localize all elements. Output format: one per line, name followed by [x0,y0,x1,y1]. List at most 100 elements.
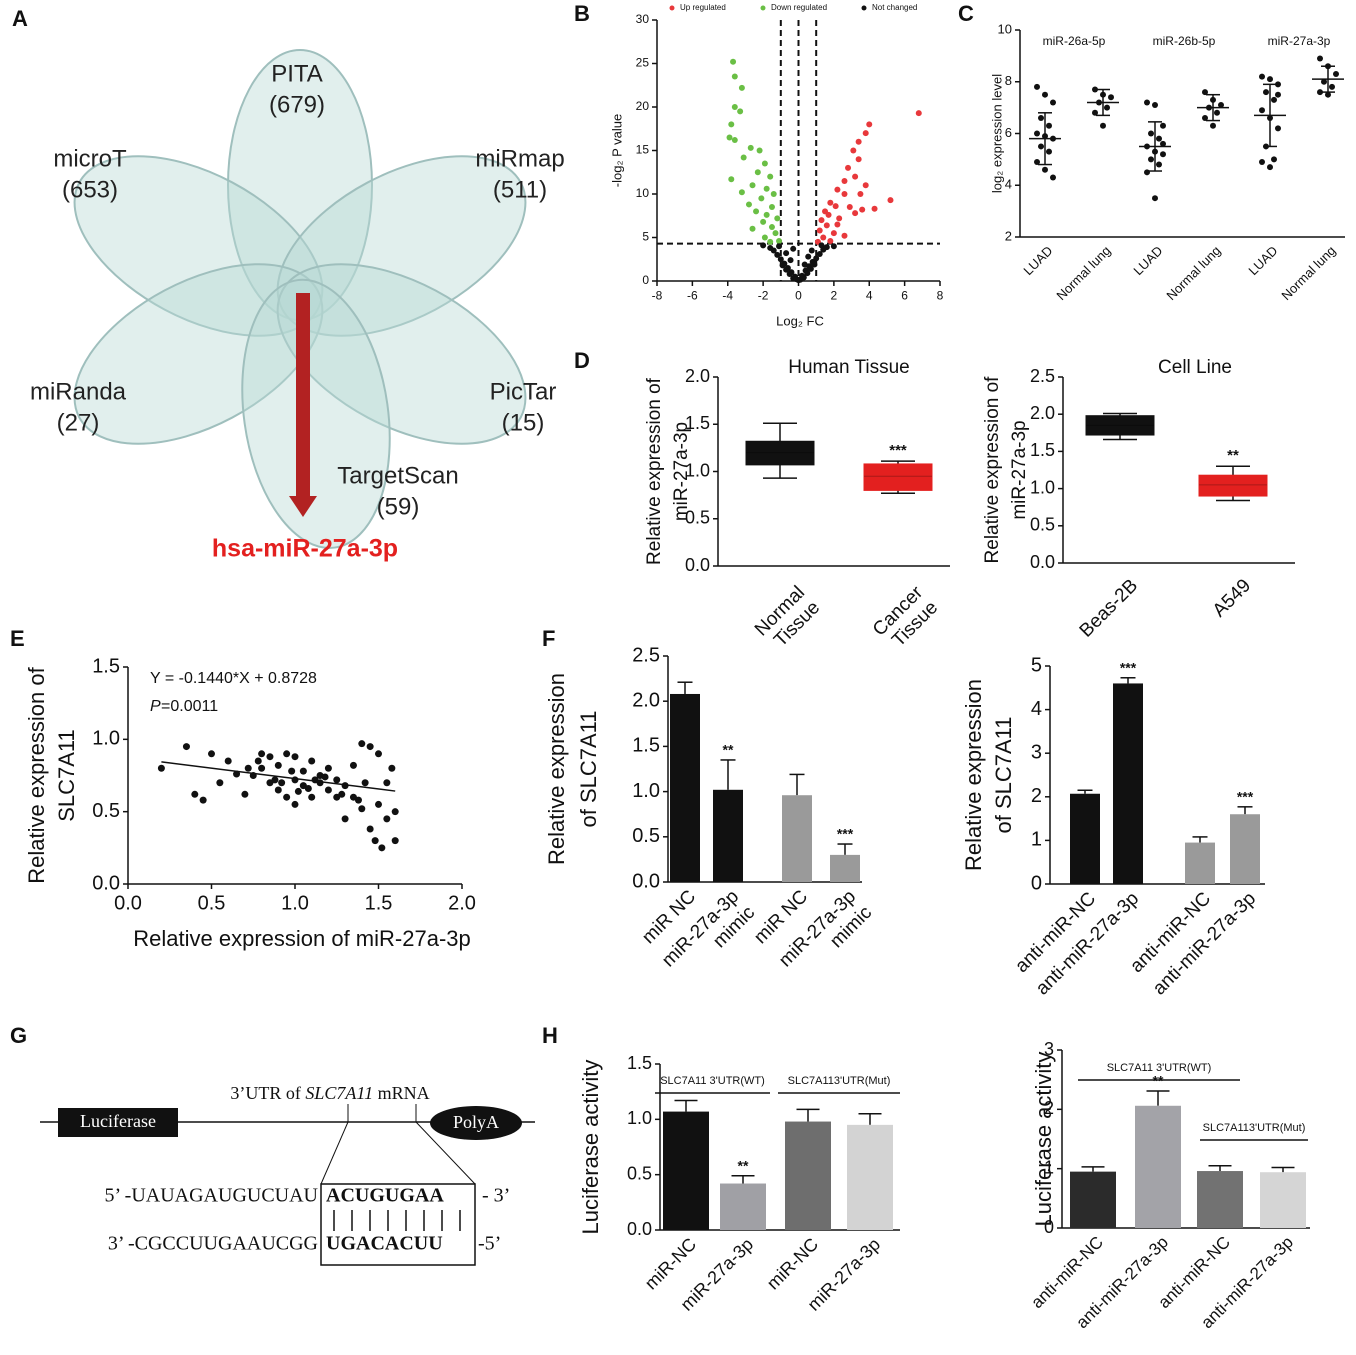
petal [241,278,391,549]
bar [1135,1105,1181,1228]
point [832,203,839,210]
luciferase-label: Luciferase [80,1111,156,1131]
y-axis-label: miR-27a-3p [1009,420,1030,519]
utr-suffix: mRNA [373,1083,430,1103]
y-tick-label: 1.0 [685,460,710,480]
point [311,776,319,784]
point [1325,91,1331,98]
set-name: TargetScan [337,462,458,489]
box [863,463,933,491]
point [1271,156,1277,163]
y-tick-label: 1.0 [1030,477,1055,497]
point [786,271,793,278]
point [1218,102,1224,109]
y-axis-label: -log₂ P value [609,114,624,187]
point [324,786,332,794]
base-pairs [333,1210,461,1231]
point [1275,91,1281,98]
point [813,255,820,262]
point [294,787,302,795]
seq-top-right: - 3’ [482,1185,510,1207]
seq-top-site: ACUGUGAA [326,1185,444,1207]
point [846,204,853,211]
point [823,244,830,251]
point [299,767,307,775]
point [857,191,864,197]
legend-marker [861,5,867,11]
point [726,134,733,141]
y-axis-label: Relative expression [961,679,986,871]
point [1317,89,1323,96]
point [1152,195,1158,202]
point [749,225,756,232]
venn-result: hsa-miR-27a-3p [212,535,398,563]
p-value: =0.0011 [161,698,218,715]
point [1046,122,1052,129]
y-axis-label: miR-27a-3p [671,422,692,521]
point [862,182,869,189]
point [830,243,837,250]
utr-prefix: 3’UTR of [230,1083,305,1103]
y-tick-label: 5 [1031,654,1042,676]
bar [782,795,812,882]
point [827,199,834,206]
y-axis-label: Luciferase activity [1031,1052,1056,1227]
bar [1070,793,1100,884]
y-tick-label: 5 [642,230,649,244]
y-tick-label: 1.5 [685,413,710,433]
point [383,815,391,823]
point [291,800,299,808]
seq-bottom-site: UGACACUU [326,1233,443,1255]
y-tick-label: 2 [1031,785,1042,807]
point [1108,94,1114,101]
y-tick-label: 0.5 [92,800,120,822]
point [366,825,374,833]
point [834,221,841,228]
point [233,770,241,778]
panel-label: F [542,626,555,651]
point [753,208,760,215]
point [855,138,862,145]
point [852,173,859,180]
point [768,224,775,231]
y-tick-label: 0 [1031,872,1042,894]
point [266,753,274,761]
point [797,276,804,283]
point [1034,83,1040,90]
y-tick-label: 1.5 [1030,440,1055,460]
petal [276,263,527,445]
point [774,251,781,258]
significance: ** [738,1157,749,1173]
y-tick-label: 0.0 [1030,552,1055,572]
point [862,130,869,137]
x-tick-label: -6 [687,288,698,302]
point [1275,81,1281,88]
point [208,750,215,758]
point [308,793,316,801]
point [324,764,332,772]
point [758,195,765,202]
group-label: miR-27a-3p [1268,34,1331,48]
y-tick-label: 0.5 [627,1163,652,1183]
point [827,237,834,244]
x-tick-label: 0.0 [114,892,142,914]
y-tick-label: 0.0 [627,1219,652,1239]
point [349,761,357,769]
y-axis-label: of SLC7A11 [576,710,601,827]
x-tick-label: 1.5 [365,892,393,914]
point [820,234,827,241]
box [745,440,815,466]
bracket-label: SLC7A113'UTR(Mut) [788,1075,891,1087]
y-tick-label: 1.5 [632,735,660,757]
polya-ellipse [430,1106,522,1140]
point [760,242,767,249]
point [783,250,790,257]
set-count: (679) [269,91,325,118]
y-tick-label: 3 [1031,741,1042,763]
point [866,121,873,128]
point [1050,99,1056,106]
point [816,251,823,258]
point [291,776,299,784]
panel-label: A [12,6,28,31]
